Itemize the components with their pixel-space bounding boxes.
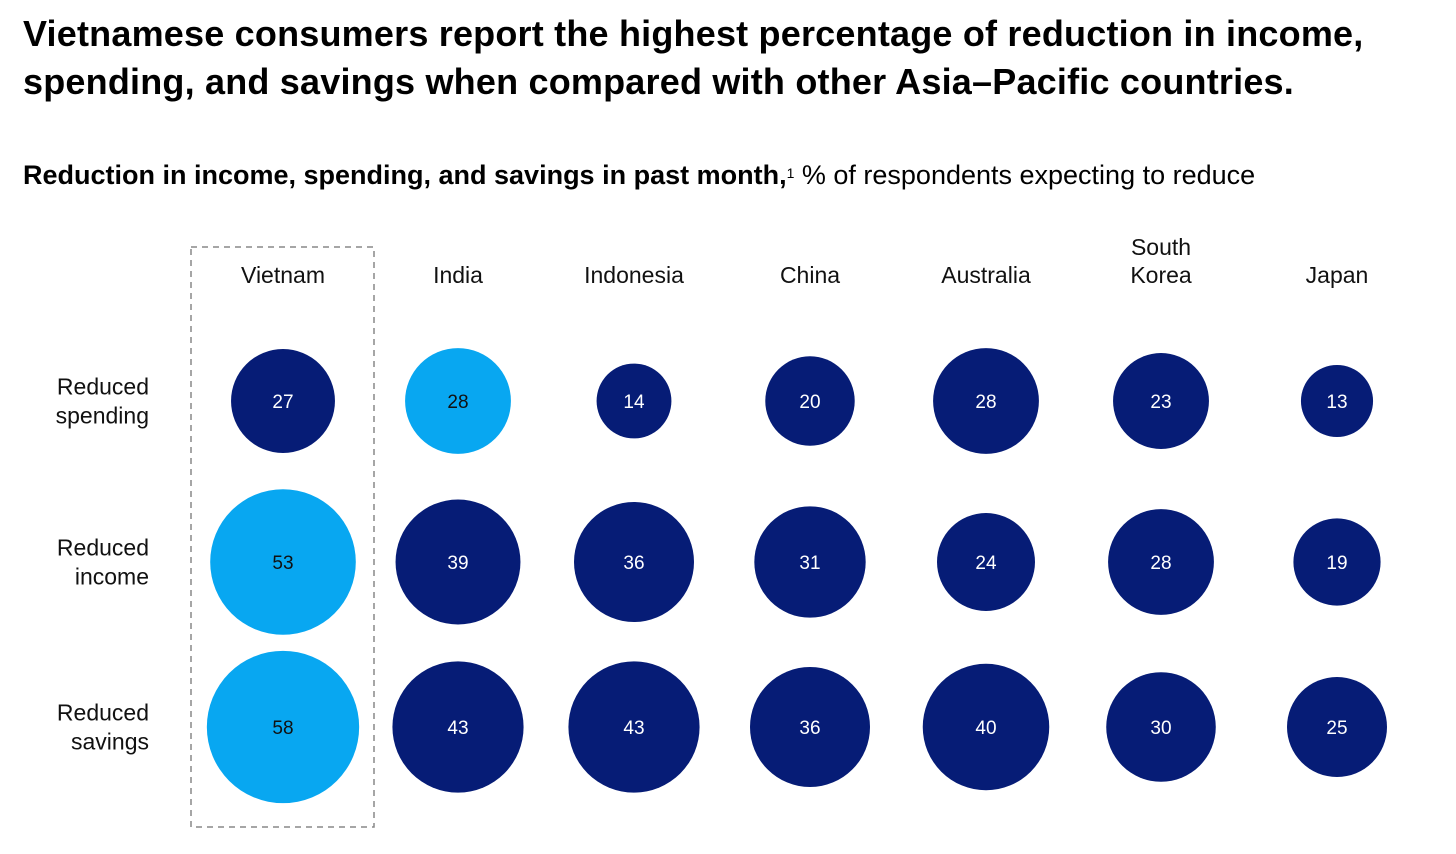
- row-label: Reduced: [57, 535, 149, 561]
- bubble-value-label: 13: [1326, 392, 1347, 413]
- bubble-value-label: 40: [975, 718, 996, 739]
- bubble: [231, 349, 335, 453]
- category-label: Indonesia: [584, 262, 684, 288]
- bubble: [206, 650, 360, 804]
- subtitle-bold: Reduction in income, spending, and savin…: [23, 160, 787, 190]
- bubble-value-label: 58: [272, 718, 293, 739]
- bubble-value-label: 25: [1326, 718, 1347, 739]
- bubble: [1108, 509, 1214, 615]
- bubble: [1300, 364, 1374, 438]
- bubble: [596, 363, 672, 439]
- category-label: China: [780, 262, 840, 288]
- bubble-value-label: 28: [975, 392, 996, 413]
- row-label: Reduced: [57, 700, 149, 726]
- row-label: savings: [71, 729, 149, 755]
- category-label: Korea: [1130, 262, 1192, 288]
- bubble: [765, 356, 855, 446]
- bubble-value-label: 14: [623, 392, 645, 413]
- bubble: [395, 499, 521, 625]
- bubble: [405, 348, 511, 454]
- bubble: [922, 663, 1050, 791]
- footnote-marker: 1: [786, 165, 795, 181]
- bubble: [1293, 518, 1381, 606]
- highlight-box: [190, 246, 375, 828]
- bubble-value-label: 53: [272, 553, 293, 574]
- bubble-value-label: 19: [1326, 553, 1347, 574]
- bubble: [937, 513, 1035, 611]
- bubble-value-label: 43: [623, 718, 644, 739]
- bubble-value-label: 36: [799, 718, 820, 739]
- bubble: [750, 667, 870, 787]
- bubble-value-label: 31: [799, 553, 820, 574]
- bubble-value-label: 24: [975, 553, 997, 574]
- bubble: [754, 506, 866, 618]
- bubble: [210, 489, 356, 635]
- chart-title: Vietnamese consumers report the highest …: [23, 13, 1364, 102]
- category-label: India: [433, 262, 483, 288]
- bubble-value-label: 23: [1150, 392, 1171, 413]
- bubble: [1106, 672, 1216, 782]
- bubble-value-label: 30: [1150, 718, 1171, 739]
- bubble: [933, 348, 1039, 454]
- bubble-value-label: 43: [447, 718, 468, 739]
- bubble-value-label: 27: [272, 392, 293, 413]
- row-label: spending: [56, 403, 149, 429]
- bubble: [574, 502, 694, 622]
- bubble: [392, 661, 524, 793]
- bubble: [1287, 677, 1387, 777]
- bubble-value-label: 20: [799, 392, 820, 413]
- category-label: Vietnam: [241, 262, 325, 288]
- row-label: income: [75, 564, 149, 590]
- row-label: Reduced: [57, 374, 149, 400]
- category-label: Australia: [941, 262, 1031, 288]
- chart-subtitle: Reduction in income, spending, and savin…: [23, 157, 1255, 193]
- bubble-value-label: 39: [447, 553, 468, 574]
- bubble-value-label: 36: [623, 553, 644, 574]
- bubble-value-label: 28: [447, 392, 468, 413]
- bubble: [568, 661, 700, 793]
- bubble-value-label: 28: [1150, 553, 1171, 574]
- category-label: South: [1131, 234, 1191, 260]
- bubble: [1113, 353, 1209, 449]
- subtitle-unit: % of respondents expecting to reduce: [794, 160, 1256, 190]
- category-label: Japan: [1306, 262, 1369, 288]
